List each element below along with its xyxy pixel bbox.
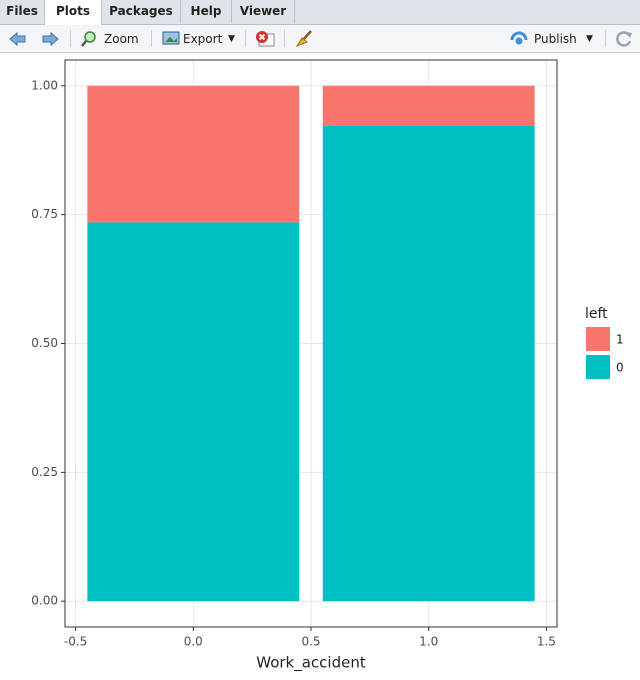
separator (284, 30, 285, 47)
toolbar: Zoom Export ▼ Publish ▼ (0, 25, 640, 53)
zoom-icon[interactable] (80, 30, 98, 48)
publish-icon[interactable] (508, 30, 530, 48)
separator (245, 30, 246, 47)
dropdown-arrow[interactable]: ▼ (228, 34, 235, 44)
publish-button[interactable]: Publish (534, 32, 577, 46)
y-tick-label: 0.00 (31, 594, 58, 608)
refresh-icon[interactable] (614, 30, 634, 48)
export-icon[interactable] (162, 31, 180, 46)
tab[interactable]: Help (181, 0, 232, 23)
x-tick-label: -0.5 (64, 635, 87, 649)
x-tick-label: 1.5 (537, 635, 556, 649)
x-tick-label: 0.0 (184, 635, 203, 649)
y-tick-label: 0.25 (31, 465, 58, 479)
remove-plot-icon[interactable] (254, 29, 276, 48)
tab[interactable]: Viewer (232, 0, 295, 23)
bar-segment (87, 222, 300, 602)
panel-border (64, 59, 558, 628)
legend-title: left (585, 306, 608, 322)
x-tick-label: 1.0 (419, 635, 438, 649)
zoom-button[interactable]: Zoom (104, 32, 139, 46)
y-tick-label: 0.50 (31, 336, 58, 350)
separator (151, 30, 152, 47)
clear-icon[interactable] (294, 29, 314, 49)
bar-segment (87, 85, 300, 223)
x-axis-label: Work_accident (256, 654, 366, 673)
separator (605, 30, 606, 47)
legend-label: 0 (616, 361, 624, 375)
bar-segment (322, 125, 535, 602)
tab[interactable]: Plots (45, 0, 102, 25)
y-tick-label: 0.75 (31, 207, 58, 221)
y-tick-label: 1.00 (31, 78, 58, 92)
legend-label: 1 (616, 333, 624, 347)
separator (70, 30, 71, 47)
legend-key (586, 355, 610, 379)
nav-arrows[interactable] (8, 31, 64, 47)
tab-bar: Files Plots Packages Help Viewer (0, 0, 640, 25)
tab[interactable]: Packages (102, 0, 181, 23)
export-button[interactable]: Export (183, 32, 223, 46)
dropdown-arrow[interactable]: ▼ (586, 34, 593, 44)
legend-key (586, 327, 610, 351)
tab[interactable]: Files (0, 0, 45, 23)
bar-segment (322, 85, 535, 126)
x-tick-label: 0.5 (301, 635, 320, 649)
